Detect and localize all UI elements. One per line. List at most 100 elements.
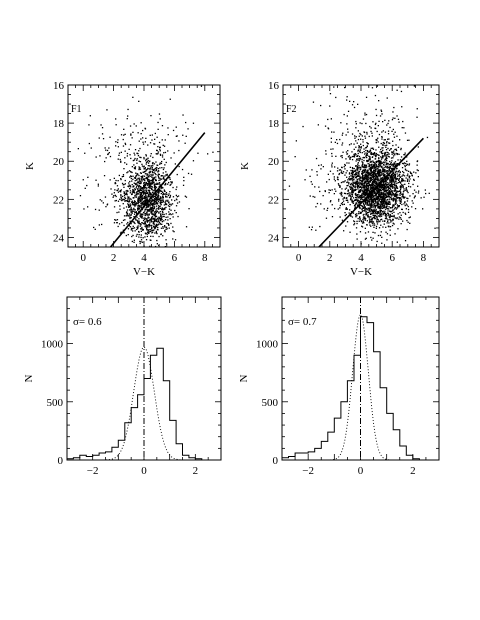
data-point (368, 196, 371, 198)
data-point (397, 146, 400, 148)
data-point (393, 216, 395, 218)
data-point (118, 223, 121, 225)
data-point (174, 163, 176, 165)
data-point (105, 149, 107, 151)
data-point (156, 194, 158, 196)
data-point (372, 199, 375, 201)
data-point (135, 203, 137, 205)
data-point (162, 194, 164, 196)
data-point (369, 149, 372, 151)
data-point (176, 202, 179, 204)
y-axis-label: K (24, 162, 36, 170)
data-point (332, 148, 334, 150)
data-point (393, 150, 395, 152)
data-point (151, 175, 153, 177)
data-point (375, 202, 377, 204)
data-point (117, 188, 119, 190)
data-point (363, 159, 365, 162)
data-point (359, 195, 361, 197)
data-point (363, 131, 366, 134)
data-point (123, 192, 125, 195)
data-point (142, 228, 144, 231)
data-point (337, 208, 339, 210)
data-point (149, 155, 152, 157)
data-point (162, 200, 165, 203)
data-point (361, 176, 363, 178)
data-point (87, 176, 89, 178)
data-point (146, 218, 148, 221)
data-point (387, 225, 389, 227)
data-point (392, 172, 394, 175)
data-point (123, 224, 125, 227)
data-point (119, 232, 122, 234)
data-point (390, 178, 392, 180)
data-point (376, 175, 378, 177)
data-point (356, 142, 358, 144)
data-point (168, 181, 170, 184)
data-point (400, 186, 403, 188)
y-tick-label: 0 (273, 455, 279, 467)
data-point (172, 216, 174, 218)
data-point (168, 213, 170, 216)
data-point (148, 225, 150, 227)
data-point (355, 215, 357, 217)
data-point (387, 188, 390, 190)
data-point (353, 148, 355, 150)
data-point (382, 176, 384, 179)
data-point (138, 186, 140, 188)
data-point (334, 207, 336, 210)
data-point (375, 197, 377, 199)
data-point (145, 206, 148, 208)
data-point (376, 220, 378, 222)
data-point (363, 187, 365, 189)
data-point (130, 186, 132, 188)
data-point (373, 187, 376, 189)
data-point (339, 185, 341, 187)
data-point (344, 180, 346, 182)
data-point (122, 174, 125, 176)
data-point (137, 181, 139, 183)
data-point (385, 217, 387, 219)
data-point (150, 179, 152, 182)
data-point (164, 225, 166, 227)
data-point (127, 234, 129, 236)
data-point (141, 201, 143, 203)
data-point (391, 153, 393, 155)
data-point (374, 210, 376, 212)
data-point (315, 206, 317, 208)
data-point (165, 195, 167, 197)
data-point (412, 202, 414, 204)
data-point (383, 180, 385, 183)
data-point (151, 208, 153, 210)
data-point (162, 191, 164, 193)
data-point (348, 183, 350, 185)
data-point (384, 202, 386, 204)
data-point (403, 197, 405, 199)
data-point (381, 183, 383, 186)
data-point (397, 205, 399, 208)
data-point (129, 220, 131, 222)
data-point (311, 169, 313, 171)
data-point (130, 157, 132, 160)
data-point (116, 189, 118, 192)
data-point (147, 230, 149, 232)
data-point (362, 190, 365, 192)
data-point (380, 109, 382, 111)
data-point (380, 166, 382, 168)
data-point (341, 172, 343, 174)
data-point (388, 142, 390, 144)
data-point (382, 184, 384, 186)
data-point (377, 215, 379, 217)
data-point (359, 158, 361, 161)
data-point (369, 209, 371, 212)
data-point (393, 133, 395, 135)
y-tick-label: 1000 (41, 339, 64, 351)
data-point (123, 207, 125, 209)
data-point (109, 179, 111, 181)
data-point (371, 172, 373, 174)
data-point (324, 125, 327, 127)
data-point (373, 195, 375, 197)
data-point (130, 175, 133, 178)
data-point (144, 192, 147, 194)
